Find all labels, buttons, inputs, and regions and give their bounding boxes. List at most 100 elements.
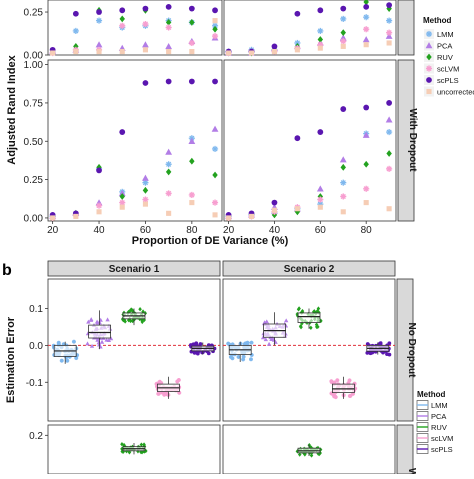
point-scLVM-r1-c1-5 bbox=[340, 193, 347, 200]
box-point-LMM-r0-c0-8-stroke-3 bbox=[74, 356, 79, 360]
box-RUV-r0-c0 bbox=[120, 306, 148, 326]
point-PCA-r1-c0-3 bbox=[118, 190, 126, 197]
point-LMM-r1-c0-4 bbox=[142, 179, 149, 186]
plot-area: 0.00 0.25 0.00 0.25 0.50 0.75 1.00 20 40 60 80 20 40… bbox=[24, 0, 397, 475]
panel-a-xtick-label-c1-1: 40 bbox=[269, 225, 281, 236]
point-scPLS-r1-c1-7 bbox=[386, 100, 393, 106]
box-point-LMM-r0-c1-34-stroke-3 bbox=[241, 354, 246, 359]
panel-a-xtick-label-c0-2: 60 bbox=[140, 225, 152, 236]
box-point-RUV-r1-c0-34 bbox=[139, 442, 144, 447]
box-LMM-r0-c0 bbox=[51, 339, 80, 364]
point-scPLS-r0-c1-5 bbox=[340, 5, 347, 12]
point-scPLS-r0-c1-2 bbox=[271, 43, 278, 50]
panel-a-ytick-label-r1-0: 0.00 bbox=[24, 213, 44, 224]
box-RUV-r1-c1 bbox=[295, 442, 323, 458]
point-scPLS-r0-c0-3 bbox=[119, 7, 126, 14]
panel-a-facet-r1-c0 bbox=[47, 59, 223, 222]
point-scPLS-r0-c1-7 bbox=[386, 2, 393, 9]
box-point-LMM-r0-c0-30-stroke-3 bbox=[65, 358, 70, 363]
box-RUV-r0-c1 bbox=[295, 306, 323, 330]
point-uncorrected-r0-c1-1 bbox=[248, 50, 255, 56]
panel-a-ytick-label-r1-4: 1.00 bbox=[24, 60, 44, 71]
legend-a-label-RUV: RUV bbox=[437, 53, 453, 62]
point-scLVM-r0-c1-5 bbox=[340, 38, 347, 45]
legend-a-label-PCA: PCA bbox=[437, 42, 452, 51]
box-point-scLVM-r0-c1-36-stroke-3 bbox=[348, 393, 353, 398]
point-scLVM-r0-c1-6-stroke-3 bbox=[363, 26, 369, 32]
box-point-LMM-r0-c0-27-stroke-3 bbox=[59, 358, 64, 363]
point-scLVM-r0-c0-4-stroke-3 bbox=[142, 21, 149, 27]
panel-a-xtick-label-c0-3: 80 bbox=[186, 225, 198, 236]
point-uncorrected-r0-c0-4 bbox=[142, 47, 148, 53]
point-LMM-r0-c1-3-stroke-3 bbox=[294, 40, 300, 46]
point-LMM-r0-c0-1-stroke-3 bbox=[73, 28, 79, 34]
point-PCA-r1-c1-5 bbox=[339, 156, 347, 163]
box-point-scLVM-r0-c0-32 bbox=[163, 391, 168, 396]
panel-b-strip-label-col1: Scenario 1 bbox=[109, 264, 160, 275]
point-PCA-r0-c1-6 bbox=[362, 36, 370, 43]
box-point-LMM-r0-c1-17-stroke-3 bbox=[230, 356, 235, 361]
point-scLVM-r0-c1-6 bbox=[363, 26, 370, 33]
point-scLVM-r1-c0-6 bbox=[188, 191, 195, 198]
panel-b-facet-r0-c1 bbox=[222, 278, 396, 422]
box-body-RUV-r0-c1 bbox=[297, 312, 321, 323]
point-uncorrected-r0-c1-2 bbox=[271, 49, 278, 55]
box-point-scLVM-r0-c1-32-stroke-3 bbox=[333, 395, 338, 400]
point-PCA-r1-c1-7 bbox=[385, 116, 393, 123]
point-scLVM-r1-c0-3-stroke-3 bbox=[119, 199, 125, 206]
point-RUV-r0-c0-3 bbox=[119, 15, 125, 23]
point-scLVM-r0-c0-5-stroke-3 bbox=[166, 24, 172, 31]
panel-b-label: b bbox=[2, 262, 12, 279]
point-PCA-r1-c0-5 bbox=[165, 148, 173, 155]
box-point-RUV-r1-c0-20 bbox=[122, 442, 126, 448]
point-scPLS-r1-c0-7 bbox=[212, 78, 218, 85]
box-point-RUV-r1-c1-22 bbox=[303, 452, 307, 457]
panel-a-xtick-label-c1-2: 60 bbox=[315, 225, 327, 236]
legend-a-label-LMM: LMM bbox=[437, 30, 454, 39]
point-RUV-r0-c1-5 bbox=[340, 29, 346, 37]
panel-a-facet-r0-c1 bbox=[223, 0, 397, 56]
box-point-PCA-r0-c0-22 bbox=[108, 336, 114, 341]
point-scLVM-r1-c0-2-stroke-3 bbox=[96, 203, 102, 209]
point-LMM-r1-c0-5 bbox=[165, 161, 172, 168]
point-uncorrected-r0-c1-7 bbox=[386, 40, 392, 46]
box-point-scLVM-r0-c0-28 bbox=[175, 379, 180, 384]
box-point-PCA-r0-c1-30 bbox=[271, 337, 277, 342]
point-LMM-r1-c0-7 bbox=[211, 145, 219, 152]
point-RUV-r1-c1-5 bbox=[340, 163, 346, 171]
legend-a-marker-PCA bbox=[425, 42, 433, 49]
box-point-PCA-r0-c0-21 bbox=[105, 317, 110, 322]
point-scPLS-r0-c0-7 bbox=[212, 7, 218, 14]
box-point-LMM-r0-c1-23 bbox=[228, 354, 233, 359]
point-uncorrected-r0-c1-0 bbox=[226, 50, 232, 56]
box-point-RUV-r0-c1-11 bbox=[309, 325, 313, 330]
point-scLVM-r1-c0-3 bbox=[119, 199, 126, 206]
legend-a-label-scPLS: scPLS bbox=[437, 76, 459, 85]
point-uncorrected-r0-c0-7 bbox=[212, 18, 218, 24]
point-uncorrected-r0-c0-3 bbox=[119, 49, 125, 55]
point-uncorrected-r0-c1-3 bbox=[294, 47, 300, 53]
point-LMM-r1-c1-7 bbox=[386, 129, 393, 136]
point-scLVM-r0-c0-3 bbox=[119, 22, 126, 29]
legend-b-label-PCA: PCA bbox=[431, 412, 446, 421]
point-scLVM-r1-c1-7 bbox=[386, 165, 393, 172]
point-scLVM-r0-c1-5-stroke-3 bbox=[340, 38, 346, 44]
box-point-RUV-r0-c1-34 bbox=[296, 307, 301, 312]
point-scPLS-r0-c0-1 bbox=[72, 10, 79, 17]
panel-a-y-axis-title: Adjusted Rand Index bbox=[6, 54, 18, 164]
box-scPLS-r0-c0 bbox=[189, 341, 217, 356]
point-LMM-r1-c1-5 bbox=[340, 179, 347, 186]
box-scPLS-r0-c1 bbox=[365, 341, 392, 357]
point-scPLS-r1-c0-5 bbox=[165, 78, 172, 85]
box-point-PCA-r0-c1-18 bbox=[266, 341, 272, 346]
box-point-LMM-r0-c1-29 bbox=[249, 340, 254, 345]
point-LMM-r1-c1-7-stroke-3 bbox=[386, 129, 392, 135]
legend-a-marker-scLVM-stroke-3 bbox=[426, 65, 432, 72]
point-scLVM-r0-c0-5 bbox=[165, 24, 172, 31]
panel-a-ytick-label-r1-1: 0.25 bbox=[24, 175, 44, 186]
panel-a-x-axis-title: Proportion of DE Variance (%) bbox=[132, 235, 289, 247]
point-RUV-r0-c1-6 bbox=[363, 0, 369, 6]
legend-a-label-scLVM: scLVM bbox=[437, 65, 459, 74]
box-point-scLVM-r0-c1-32 bbox=[333, 395, 338, 400]
box-point-RUV-r1-c0-35 bbox=[144, 448, 148, 454]
